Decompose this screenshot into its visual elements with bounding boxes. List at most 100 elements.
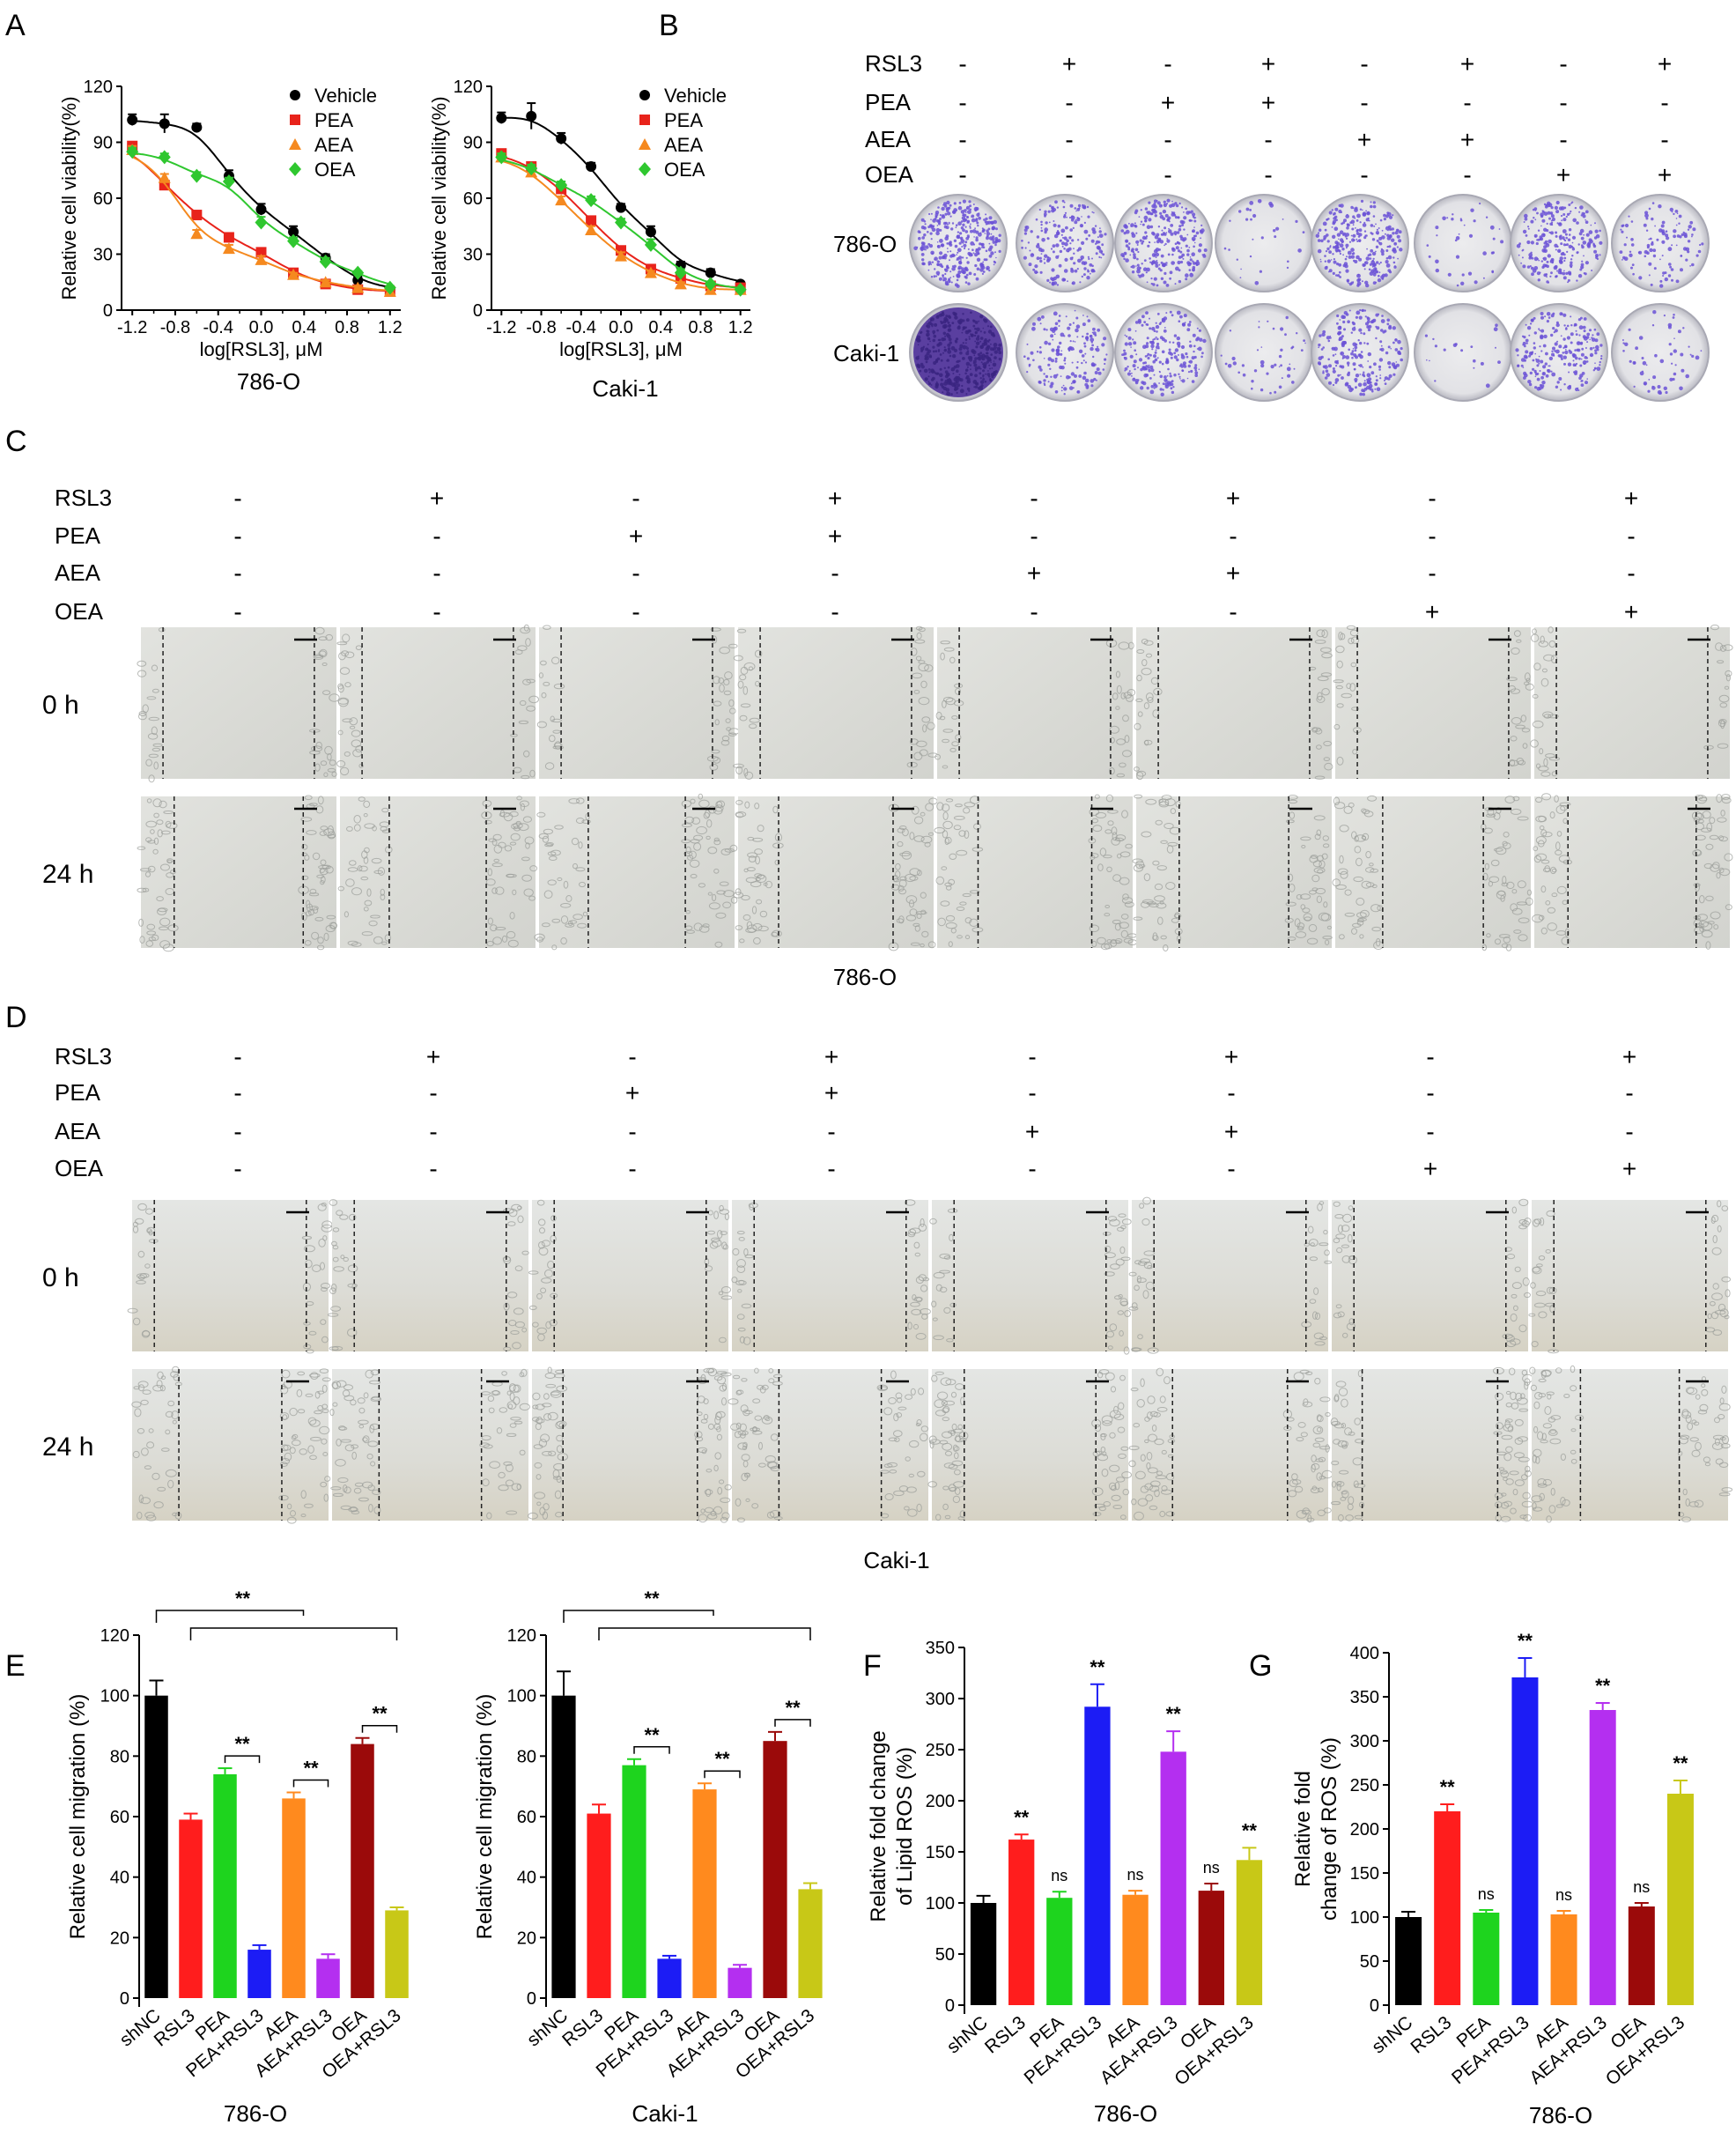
cell-outline — [361, 931, 373, 936]
colony-dot — [1523, 344, 1526, 348]
cell-outline — [308, 1373, 321, 1378]
colony-dot — [1579, 316, 1583, 320]
cell-outline — [281, 1369, 291, 1379]
colony-dot — [1092, 331, 1097, 336]
micrograph-background — [539, 627, 735, 779]
cell-outline — [714, 941, 723, 948]
colony-dot — [1545, 374, 1549, 378]
colony-dish — [909, 303, 1008, 402]
colony-dot — [962, 223, 965, 226]
micrograph-background — [1534, 627, 1730, 779]
treatment-sign: + — [1224, 1043, 1238, 1070]
colony-dot — [1549, 275, 1552, 278]
cell-outline — [759, 910, 768, 918]
cell-outline — [495, 927, 506, 930]
colony-dot — [1140, 209, 1143, 211]
cell-outline — [528, 1305, 537, 1311]
colony-dot — [1156, 330, 1158, 333]
cell-outline — [918, 697, 930, 706]
colony-dot — [1063, 393, 1066, 396]
cell-outline — [1723, 644, 1733, 651]
panel-letter-f: F — [863, 1649, 882, 1683]
colony-dot — [1540, 315, 1544, 320]
colony-dot — [1087, 270, 1090, 273]
cell-outline — [545, 842, 554, 847]
cell-outline — [1334, 1214, 1344, 1219]
colony-dot — [1354, 349, 1357, 352]
colony-dot — [1539, 235, 1543, 240]
cell-outline — [137, 1250, 145, 1258]
colony-dot — [1567, 281, 1570, 284]
colony-dot — [1336, 263, 1340, 266]
colony-dot — [1626, 236, 1628, 239]
colony-dot — [1079, 281, 1082, 284]
colony-dot — [1325, 250, 1328, 253]
cell-outline — [1314, 775, 1326, 780]
colony-dot — [1176, 231, 1180, 234]
colony-dot — [1673, 349, 1678, 353]
cell-outline — [721, 1286, 731, 1293]
cell-outline — [152, 743, 163, 747]
micrograph-background — [532, 1200, 728, 1351]
colony-dot — [1359, 308, 1362, 312]
cell-outline — [309, 906, 319, 911]
cell-outline — [1548, 1286, 1557, 1294]
colony-dot — [1632, 360, 1636, 365]
cell-outline — [939, 1270, 950, 1274]
treatment-sign: + — [824, 1079, 838, 1107]
colony-dot — [1385, 214, 1389, 218]
colony-dot — [1578, 334, 1581, 337]
colony-dot — [1135, 265, 1137, 267]
colony-dot — [1058, 325, 1060, 327]
cell-outline — [720, 1295, 733, 1300]
colony-dot — [1074, 374, 1077, 378]
colony-dot — [1675, 279, 1680, 284]
colony-dot — [1181, 379, 1186, 383]
colony-dot — [1161, 320, 1163, 322]
colony-dot — [1363, 342, 1366, 344]
cell-outline — [323, 1493, 329, 1502]
cell-outline — [934, 753, 941, 760]
colony-dot — [1578, 376, 1582, 381]
micrograph-tile — [733, 796, 938, 951]
colony-dot — [1057, 345, 1060, 349]
colony-dot — [1193, 262, 1196, 265]
colony-dot — [957, 383, 961, 388]
colony-dot — [1168, 227, 1170, 230]
colony-dot — [1341, 376, 1344, 380]
colony-dot — [1290, 346, 1293, 350]
cell-outline — [1324, 1249, 1330, 1256]
cell-outline — [1097, 863, 1104, 871]
cell-outline — [145, 759, 152, 766]
cell-outline — [550, 1234, 557, 1243]
colony-dot — [1559, 256, 1563, 261]
colony-dot — [1651, 241, 1654, 244]
colony-dot — [929, 232, 933, 235]
colony-dot — [941, 312, 945, 316]
cell-outline — [749, 1203, 754, 1210]
colony-dot — [1362, 209, 1363, 211]
colony-dot — [1648, 262, 1652, 266]
colony-dot — [1293, 367, 1296, 370]
cell-outline — [493, 858, 500, 862]
colony-dot — [1528, 354, 1532, 358]
colony-dot — [930, 317, 934, 322]
colony-dot — [1362, 223, 1367, 227]
colony-dot — [1347, 250, 1352, 255]
colony-row-label: Caki-1 — [833, 340, 899, 366]
colony-dot — [1333, 246, 1336, 249]
cell-outline — [1695, 883, 1700, 892]
colony-dot — [1533, 342, 1536, 344]
colony-dot — [1585, 347, 1587, 349]
colony-dot — [1368, 268, 1371, 271]
colony-dot — [997, 347, 1001, 351]
colony-dot — [1371, 238, 1376, 241]
cell-outline — [955, 803, 963, 808]
cell-outline — [1338, 632, 1343, 640]
colony-dot — [1163, 378, 1168, 382]
colony-dot — [975, 248, 979, 251]
colony-dot — [1126, 335, 1128, 337]
cell-outline — [1511, 717, 1522, 725]
cell-outline — [1516, 901, 1528, 906]
colony-dot — [1032, 268, 1036, 271]
